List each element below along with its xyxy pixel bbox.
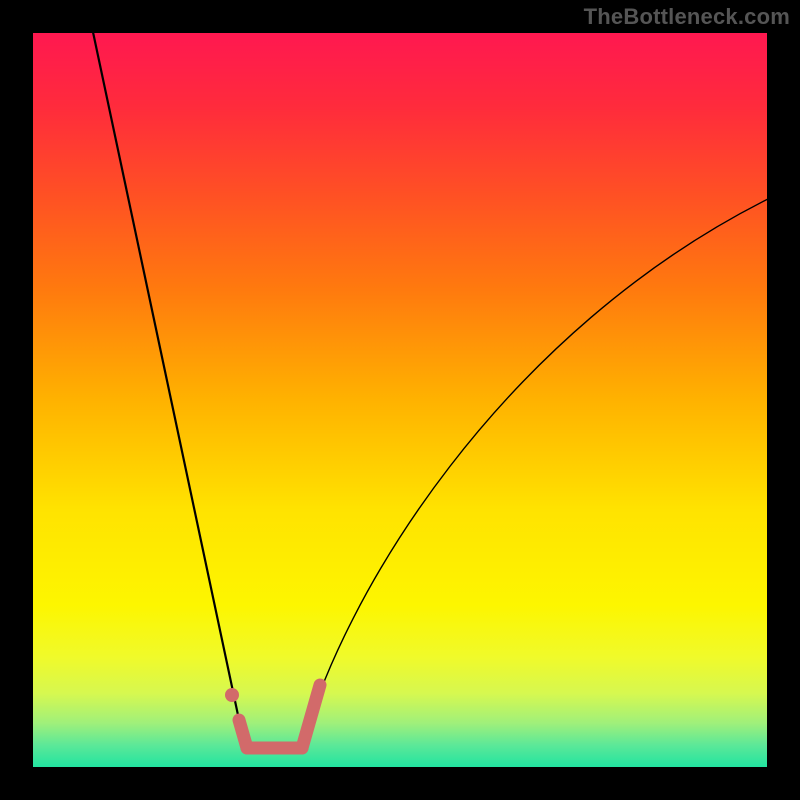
highlight-dot bbox=[225, 688, 239, 702]
plot-area bbox=[33, 33, 767, 767]
bottleneck-chart bbox=[0, 0, 800, 800]
watermark-text: TheBottleneck.com bbox=[584, 4, 790, 30]
